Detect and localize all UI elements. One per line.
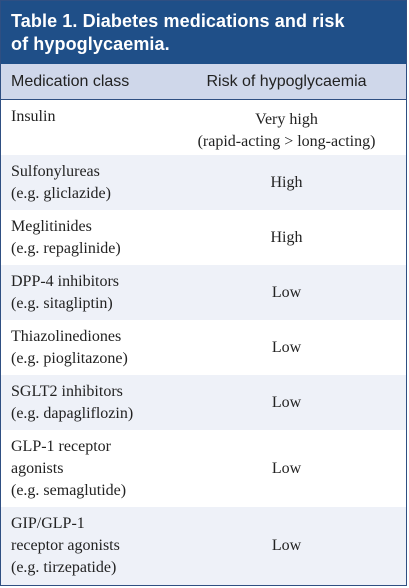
risk-level-cell: Low: [173, 507, 406, 585]
medication-class-cell: Insulin: [1, 100, 173, 155]
medication-class-cell: Sulfonylureas (e.g. gliclazide): [1, 155, 173, 210]
risk-level-text: Low: [271, 537, 302, 554]
medication-class-text: (e.g. dapagliflozin): [11, 405, 134, 422]
medication-class-text: (e.g. repaglinide): [11, 240, 121, 257]
risk-level-stack: Low: [173, 535, 400, 557]
medication-class-text: (e.g. tirzepatide): [11, 559, 117, 576]
risk-level-stack: High: [173, 172, 400, 194]
risk-level-cell: Low: [173, 265, 406, 320]
table-row: DPP-4 inhibitors (e.g. sitagliptin) Low: [1, 265, 406, 320]
medication-class-text: agonists: [11, 460, 64, 477]
risk-level-text: High: [270, 228, 303, 246]
risk-level-stack: Low: [173, 458, 400, 480]
risk-level-stack: High: [173, 227, 400, 249]
medication-class-cell: Thiazolinediones (e.g. pioglitazone): [1, 320, 173, 375]
medication-class-text: Sulfonylureas: [11, 163, 100, 180]
header-risk-of-hypoglycaemia: Risk of hypoglycaemia: [206, 72, 367, 90]
risk-level-cell: Very high (rapid-acting > long-acting): [173, 100, 406, 155]
table-row: GIP/GLP-1 receptor agonists (e.g. tirzepat…: [1, 507, 406, 585]
medication-class-text: Insulin: [11, 108, 56, 125]
medication-class-text: (e.g. pioglitazone): [11, 350, 128, 367]
medication-class-text: SGLT2 inhibitors: [11, 383, 123, 400]
risk-level-text: Low: [271, 459, 302, 477]
risk-level-stack: Very high (rapid-acting > long-acting): [173, 109, 400, 153]
medication-class-cell: GLP-1 receptor agonists (e.g. semaglutide): [1, 430, 173, 507]
medication-class-cell: DPP-4 inhibitors (e.g. sitagliptin): [1, 265, 173, 320]
risk-level-cell: High: [173, 210, 406, 265]
risk-level-stack: Low: [173, 282, 400, 304]
risk-level-stack: Low: [173, 337, 400, 359]
medication-class-text: receptor agonists: [11, 537, 120, 554]
medication-class-text: GLP-1 receptor: [11, 438, 111, 455]
table-row: GLP-1 receptor agonists (e.g. semaglutide)…: [1, 430, 406, 507]
medication-class-text: (e.g. semaglutide): [11, 482, 127, 499]
medication-class-text: Meglitinides: [11, 218, 92, 235]
risk-level-text: Very high: [255, 110, 318, 128]
medication-class-text: (e.g. sitagliptin): [11, 295, 113, 312]
table-header-row: Medication class Risk of hypoglycaemia: [1, 64, 406, 100]
medication-class-text: GIP/GLP-1: [11, 515, 85, 532]
medication-class-text: DPP-4 inhibitors: [11, 273, 120, 290]
medication-class-cell: SGLT2 inhibitors (e.g. dapagliflozin): [1, 375, 173, 430]
table-row: Insulin Very high (rapid-acting > long-act…: [1, 100, 406, 155]
medication-class-text: Thiazolinediones: [11, 328, 122, 345]
medication-class-cell: Meglitinides (e.g. repaglinide): [1, 210, 173, 265]
table-title-line-1: Table 1. Diabetes medications and risk: [11, 11, 345, 31]
risk-level-cell: Low: [173, 430, 406, 507]
risk-level-text: Low: [271, 338, 302, 356]
table-row: Thiazolinediones (e.g. pioglitazone) Low: [1, 320, 406, 375]
table-title: Table 1. Diabetes medications and risk o…: [1, 1, 406, 64]
medication-class-cell: GIP/GLP-1 receptor agonists (e.g. tirzepat…: [1, 507, 173, 585]
risk-level-cell: High: [173, 155, 406, 210]
table-row: Meglitinides (e.g. repaglinide) High: [1, 210, 406, 265]
risk-level-text: Low: [271, 283, 302, 301]
table-row: SGLT2 inhibitors (e.g. dapagliflozin) Low: [1, 375, 406, 430]
header-medication-class: Medication class: [11, 72, 130, 90]
risk-level-text: (rapid-acting > long-acting): [197, 132, 376, 150]
risk-level-text: High: [270, 173, 303, 191]
risk-level-stack: Low: [173, 392, 400, 414]
medication-class-text: (e.g. gliclazide): [11, 185, 111, 202]
table-body: Insulin Very high (rapid-acting > long-act…: [1, 100, 406, 585]
risk-level-text: Low: [271, 393, 302, 411]
risk-level-cell: Low: [173, 375, 406, 430]
table-title-line-2: of hypoglycaemia.: [11, 34, 170, 54]
table-row: Sulfonylureas (e.g. gliclazide) High: [1, 155, 406, 210]
risk-level-cell: Low: [173, 320, 406, 375]
